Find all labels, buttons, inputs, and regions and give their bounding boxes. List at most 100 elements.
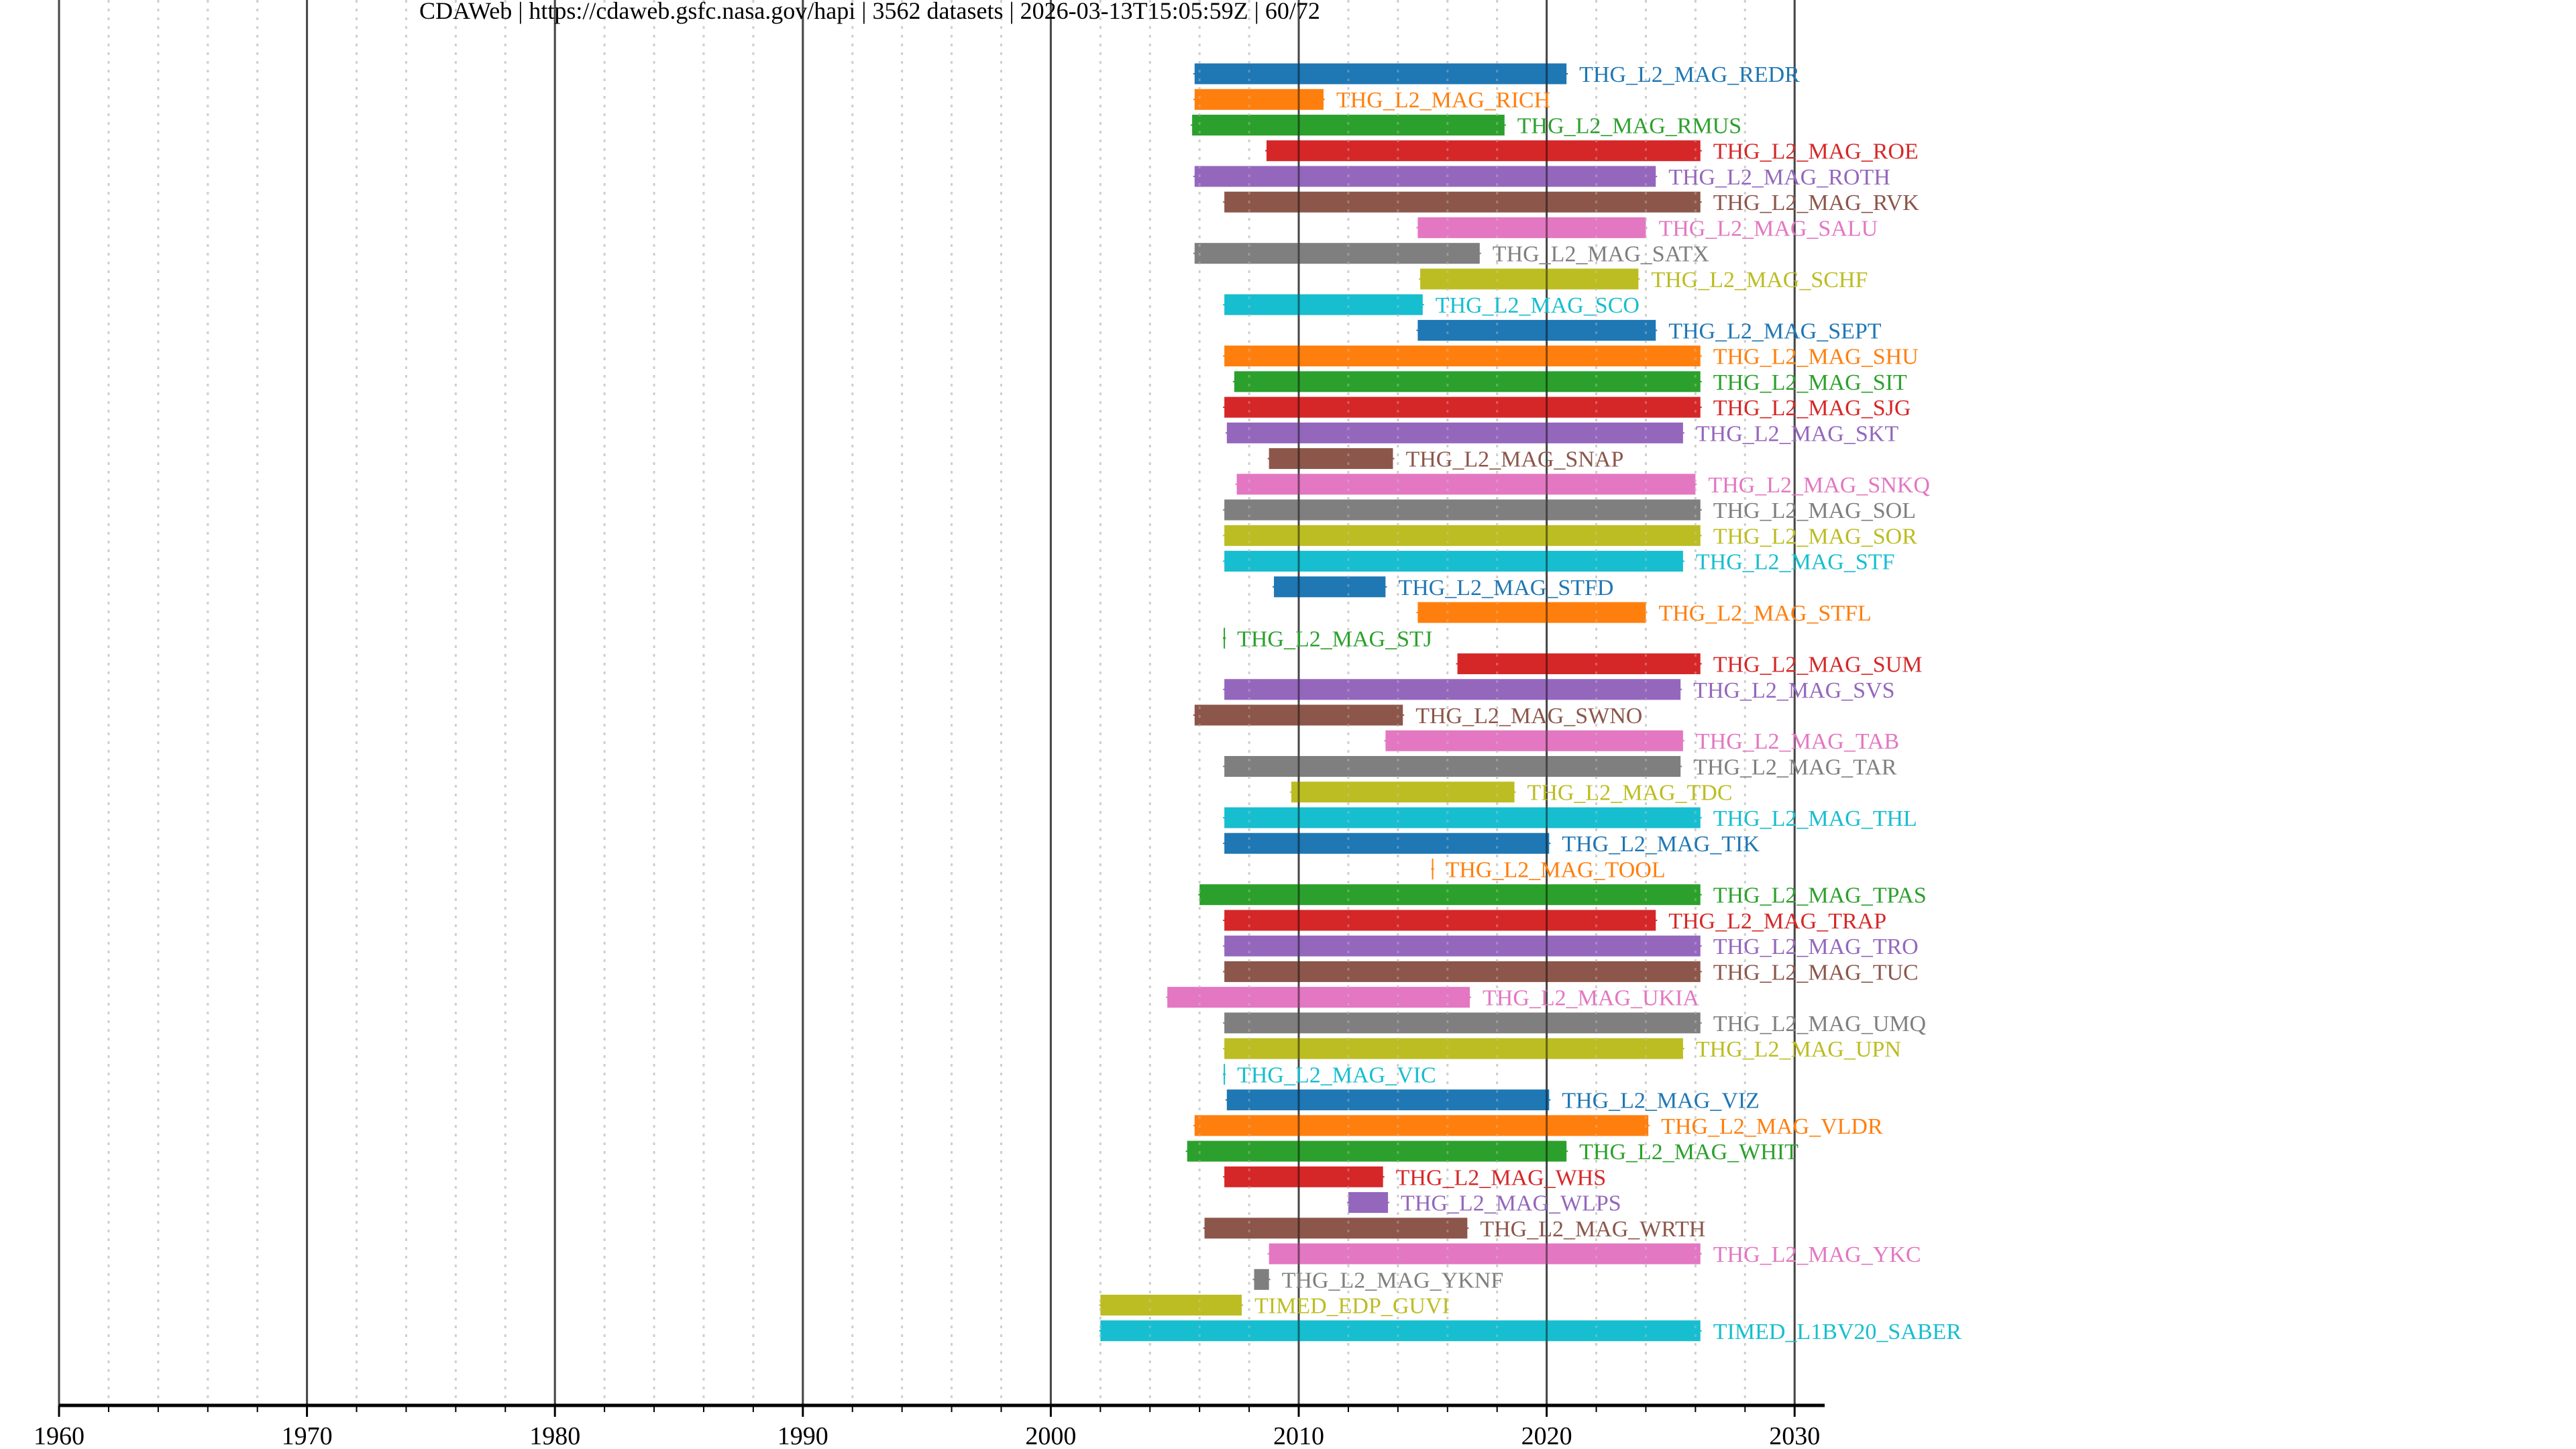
dataset-label[interactable]: THG_L2_MAG_SIT	[1713, 370, 1907, 395]
x-tick-label: 1980	[529, 1422, 580, 1449]
dataset-label[interactable]: THG_L2_MAG_TRAP	[1668, 909, 1886, 934]
dataset-bar[interactable]	[1224, 1166, 1383, 1187]
dataset-label[interactable]: THG_L2_MAG_VIZ	[1562, 1089, 1760, 1114]
dataset-label[interactable]: THG_L2_MAG_UPN	[1696, 1037, 1901, 1062]
dataset-label[interactable]: THG_L2_MAG_STJ	[1237, 627, 1432, 651]
dataset-label[interactable]: THG_L2_MAG_REDR	[1579, 62, 1800, 87]
dataset-label[interactable]: THG_L2_MAG_STFD	[1398, 576, 1613, 600]
dataset-bar[interactable]	[1385, 730, 1683, 751]
dataset-bar[interactable]	[1224, 833, 1550, 854]
dataset-bar[interactable]	[1224, 935, 1701, 957]
dataset-label[interactable]: THG_L2_MAG_SWNO	[1415, 704, 1642, 729]
dataset-label[interactable]: THG_L2_MAG_SJG	[1713, 396, 1911, 421]
dataset-label[interactable]: THG_L2_MAG_SCO	[1436, 293, 1640, 318]
dataset-label[interactable]: THG_L2_MAG_TAR	[1693, 755, 1897, 780]
dataset-bar[interactable]	[1224, 807, 1701, 828]
dataset-label[interactable]: THG_L2_MAG_RVK	[1713, 191, 1919, 215]
grid-lines	[58, 0, 1796, 1405]
dataset-label[interactable]: THG_L2_MAG_TPAS	[1713, 883, 1927, 908]
dataset-bar[interactable]	[1192, 114, 1505, 136]
dataset-bar[interactable]	[1224, 551, 1683, 572]
dataset-bar[interactable]	[1224, 679, 1681, 700]
dataset-bar[interactable]	[1291, 782, 1515, 803]
dataset-label[interactable]: THG_L2_MAG_SHU	[1713, 345, 1919, 370]
dataset-bar[interactable]	[1274, 576, 1386, 598]
dataset-label[interactable]: THG_L2_MAG_SNAP	[1405, 447, 1623, 472]
dataset-label[interactable]: THG_L2_MAG_SVS	[1693, 678, 1894, 703]
dataset-bar[interactable]	[1348, 1192, 1389, 1214]
dataset-bar[interactable]	[1194, 243, 1480, 264]
dataset-bar[interactable]	[1224, 910, 1656, 931]
dataset-bar[interactable]	[1194, 704, 1403, 726]
dataset-label[interactable]: THG_L2_MAG_STFL	[1658, 601, 1871, 626]
dataset-bar[interactable]	[1417, 602, 1646, 623]
dataset-label[interactable]: THG_L2_MAG_SKT	[1696, 421, 1898, 446]
dataset-label[interactable]: THG_L2_MAG_ROTH	[1668, 165, 1890, 190]
dataset-bar[interactable]	[1194, 166, 1656, 187]
dataset-label[interactable]: THG_L2_MAG_SOR	[1713, 524, 1917, 549]
dataset-bar[interactable]	[1224, 345, 1701, 367]
dataset-bar[interactable]	[1420, 268, 1639, 290]
dataset-bar[interactable]	[1199, 884, 1701, 906]
dataset-bar[interactable]	[1187, 1140, 1567, 1162]
dataset-label[interactable]: THG_L2_MAG_RICH	[1336, 88, 1550, 113]
dataset-bar[interactable]	[1224, 191, 1701, 213]
dataset-bar[interactable]	[1254, 1269, 1269, 1290]
dataset-bar[interactable]	[1100, 1295, 1242, 1316]
dataset-label[interactable]: THG_L2_MAG_SALU	[1658, 216, 1878, 241]
dataset-label[interactable]: THG_L2_MAG_THL	[1713, 806, 1917, 831]
dataset-bar[interactable]	[1224, 499, 1701, 521]
dataset-label[interactable]: THG_L2_MAG_WHIT	[1579, 1140, 1799, 1165]
dataset-label[interactable]: THG_L2_MAG_TRO	[1713, 934, 1919, 959]
dataset-bar[interactable]	[1224, 755, 1681, 777]
dataset-label[interactable]: THG_L2_MAG_SOL	[1713, 498, 1916, 523]
dataset-label[interactable]: THG_L2_MAG_VIC	[1237, 1063, 1436, 1087]
dataset-label[interactable]: THG_L2_MAG_SEPT	[1668, 319, 1882, 343]
dataset-bar[interactable]	[1269, 448, 1393, 470]
dataset-label[interactable]: THG_L2_MAG_TAB	[1696, 729, 1899, 754]
dataset-label[interactable]: THG_L2_MAG_SNKQ	[1708, 473, 1930, 498]
dataset-bar[interactable]	[1224, 525, 1701, 546]
dataset-bar[interactable]	[1266, 140, 1701, 162]
dataset-label[interactable]: THG_L2_MAG_ROE	[1713, 140, 1919, 164]
dataset-label[interactable]: THG_L2_MAG_WLPS	[1401, 1191, 1621, 1216]
dataset-label[interactable]: THG_L2_MAG_SCHF	[1651, 268, 1868, 292]
dataset-bar[interactable]	[1204, 1218, 1468, 1239]
dataset-bar[interactable]	[1224, 1038, 1683, 1059]
dataset-bar[interactable]	[1224, 961, 1701, 982]
dataset-label[interactable]: THG_L2_MAG_YKC	[1713, 1242, 1921, 1267]
dataset-label[interactable]: THG_L2_MAG_RMUS	[1517, 113, 1741, 138]
dataset-label[interactable]: THG_L2_MAG_SATX	[1493, 242, 1709, 267]
dataset-label[interactable]: THG_L2_MAG_TOOL	[1446, 857, 1666, 882]
dataset-label[interactable]: THG_L2_MAG_TIK	[1562, 832, 1760, 857]
dataset-label[interactable]: THG_L2_MAG_SUM	[1713, 653, 1923, 678]
dataset-label[interactable]: TIMED_EDP_GUVI	[1254, 1294, 1450, 1319]
dataset-bar[interactable]	[1100, 1320, 1701, 1342]
dataset-bar[interactable]	[1236, 474, 1696, 495]
dataset-label[interactable]: THG_L2_MAG_WRTH	[1480, 1217, 1705, 1242]
dataset-bar[interactable]	[1457, 653, 1701, 675]
dataset-bar[interactable]	[1194, 1115, 1649, 1136]
dataset-bar[interactable]	[1226, 1089, 1550, 1111]
dataset-bar[interactable]	[1224, 1012, 1701, 1034]
dataset-bar[interactable]	[1269, 1243, 1701, 1265]
dataset-bar[interactable]	[1167, 987, 1470, 1008]
dataset-label[interactable]: THG_L2_MAG_VLDR	[1661, 1114, 1883, 1139]
dataset-bar[interactable]	[1417, 217, 1646, 238]
dataset-label[interactable]: THG_L2_MAG_UKIA	[1483, 986, 1699, 1011]
dataset-label[interactable]: THG_L2_MAG_STF	[1696, 550, 1895, 575]
dataset-bar[interactable]	[1224, 396, 1701, 418]
dataset-bar[interactable]	[1234, 371, 1701, 392]
dataset-bar[interactable]	[1194, 89, 1324, 110]
dataset-bar[interactable]	[1417, 319, 1656, 341]
dataset-bar[interactable]	[1194, 63, 1567, 85]
dataset-label[interactable]: THG_L2_MAG_UMQ	[1713, 1012, 1926, 1036]
dataset-bar[interactable]	[1224, 294, 1423, 315]
dataset-label[interactable]: THG_L2_MAG_TUC	[1713, 960, 1919, 985]
dataset-label[interactable]: THG_L2_MAG_WHS	[1396, 1165, 1607, 1190]
dataset-label[interactable]: THG_L2_MAG_YKNF	[1282, 1268, 1504, 1293]
dataset-label[interactable]: THG_L2_MAG_TDC	[1527, 781, 1733, 806]
dataset-label[interactable]: TIMED_L1BV20_SABER	[1713, 1320, 1962, 1344]
dataset-bar[interactable]	[1226, 422, 1683, 443]
